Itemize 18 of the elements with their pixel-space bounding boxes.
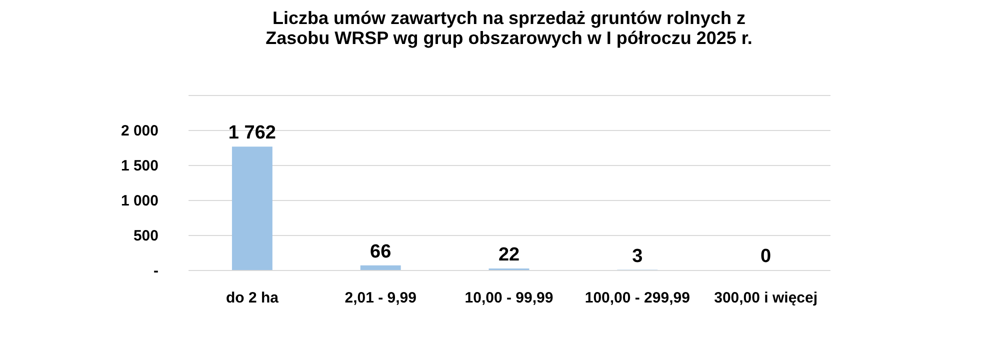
x-tick-label: 10,00 - 99,99: [464, 290, 554, 306]
x-tick-label: do 2 ha: [226, 290, 280, 306]
bar: [232, 146, 272, 270]
data-label: 22: [498, 244, 520, 266]
chart-title: Liczba umów zawartych na sprzedaż gruntów rolnych z Zasobu WRSP wg grup obszarowych w I półroczu 2025 r.: [266, 8, 752, 48]
x-tick-label: 300,00 i więcej: [714, 290, 818, 306]
data-label: 1 762: [228, 122, 276, 144]
data-label: 3: [632, 246, 643, 267]
x-tick-label: 2,01 - 9,99: [344, 290, 416, 306]
bar: [360, 265, 401, 270]
x-tick-label: 100,00 - 299,99: [584, 290, 690, 306]
data-label: 0: [760, 246, 772, 267]
data-label: 66: [370, 241, 392, 262]
y-tick-label: 1 000: [120, 192, 158, 210]
y-tick-label: 1 500: [120, 158, 158, 174]
y-tick-label: 500: [133, 228, 158, 244]
y-tick-label: -: [154, 262, 158, 280]
y-tick-label: 2 000: [120, 122, 158, 140]
